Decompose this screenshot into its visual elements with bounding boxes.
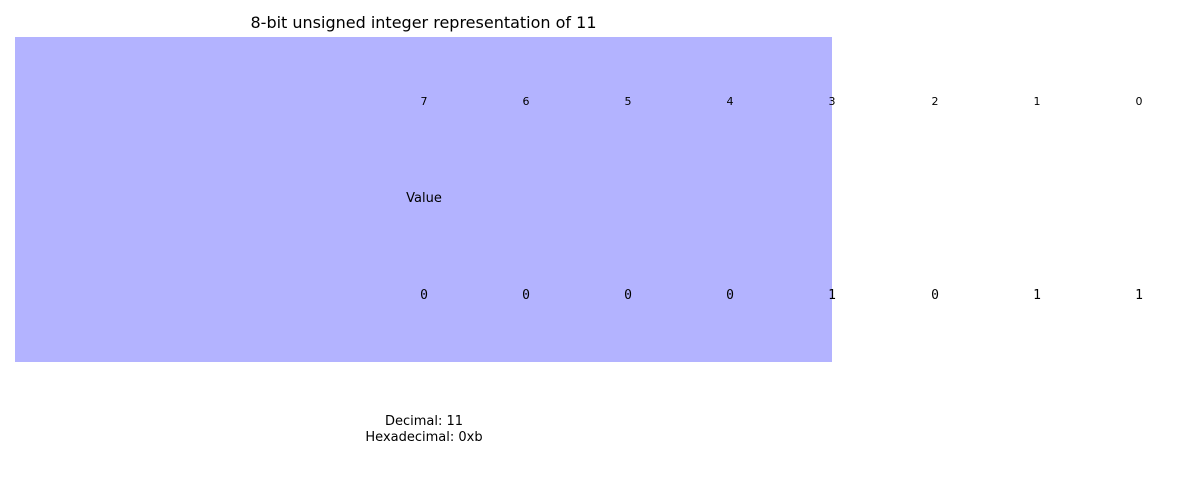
bit-index: 6: [522, 95, 530, 108]
bit-value: 0: [726, 288, 734, 303]
value-highlight-panel: [15, 37, 832, 362]
bit-value: 0: [522, 288, 530, 303]
bit-value: 0: [420, 288, 428, 303]
hexadecimal-value: Hexadecimal: 0xb: [365, 430, 483, 445]
bit-index: 0: [1135, 95, 1143, 108]
bit-value: 1: [828, 288, 836, 303]
bit-value: 0: [931, 288, 939, 303]
bit-value: 1: [1135, 288, 1143, 303]
bit-index: 4: [726, 95, 734, 108]
bit-index: 3: [828, 95, 836, 108]
diagram-title: 8-bit unsigned integer representation of…: [250, 13, 597, 32]
decimal-value: Decimal: 11: [384, 414, 464, 429]
value-row-label: Value: [406, 191, 442, 206]
bit-index: 2: [931, 95, 939, 108]
bit-value: 1: [1033, 288, 1041, 303]
bit-index: 5: [624, 95, 632, 108]
bit-index: 7: [420, 95, 428, 108]
bit-value: 0: [624, 288, 632, 303]
value-summary: Decimal: 11 Hexadecimal: 0xb: [324, 414, 524, 446]
bit-index: 1: [1033, 95, 1041, 108]
